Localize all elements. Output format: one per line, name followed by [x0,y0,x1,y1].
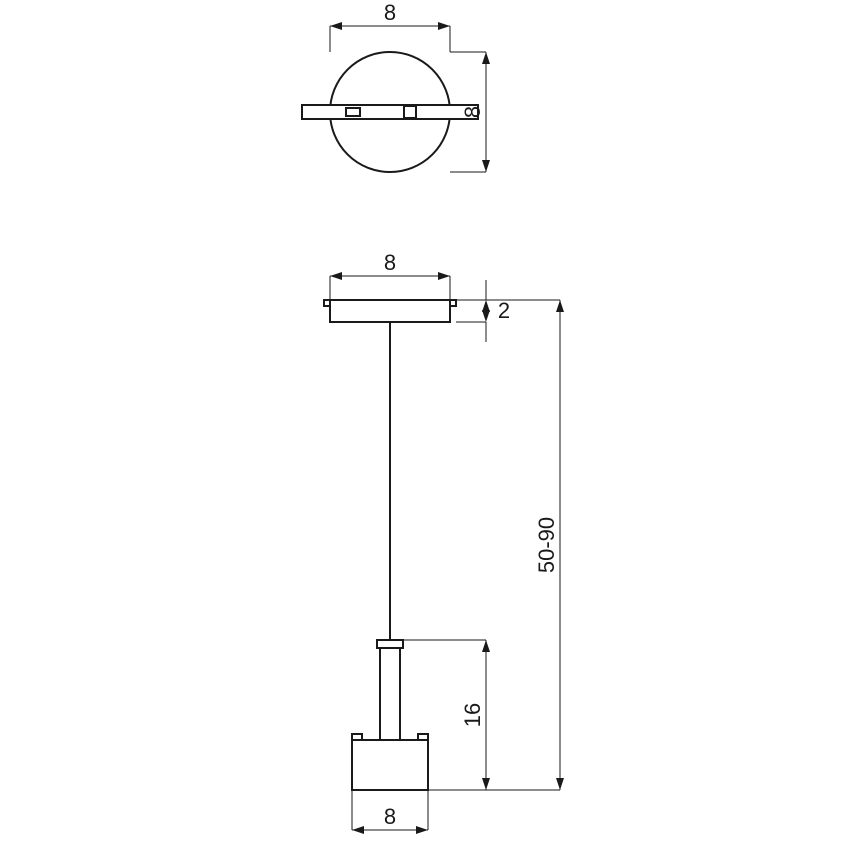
svg-text:2: 2 [498,298,510,323]
svg-text:50-90: 50-90 [534,517,559,573]
svg-text:8: 8 [384,0,396,25]
svg-text:16: 16 [460,703,485,727]
svg-text:8: 8 [384,804,396,829]
svg-text:8: 8 [384,250,396,275]
svg-text:8: 8 [460,106,485,118]
